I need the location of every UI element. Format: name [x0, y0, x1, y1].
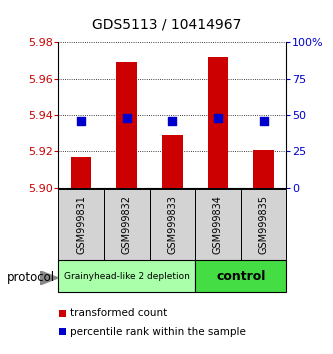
Bar: [59, 328, 66, 335]
Bar: [208, 57, 228, 188]
Polygon shape: [40, 271, 58, 285]
Bar: [59, 309, 66, 316]
Bar: [58, 189, 104, 260]
Bar: [58, 260, 195, 292]
Text: GSM999834: GSM999834: [213, 195, 223, 254]
Bar: [195, 189, 241, 260]
Point: [261, 118, 266, 124]
Bar: [162, 135, 182, 188]
Text: transformed count: transformed count: [70, 308, 167, 318]
Bar: [150, 189, 195, 260]
Bar: [117, 62, 137, 188]
Text: GSM999835: GSM999835: [258, 195, 269, 254]
Text: percentile rank within the sample: percentile rank within the sample: [70, 327, 246, 337]
Bar: [195, 260, 286, 292]
Text: GSM999831: GSM999831: [76, 195, 86, 254]
Bar: [241, 189, 286, 260]
Point: [124, 115, 129, 121]
Point: [170, 118, 175, 124]
Text: GSM999832: GSM999832: [122, 195, 132, 254]
Text: GSM999833: GSM999833: [167, 195, 177, 254]
Text: GDS5113 / 10414967: GDS5113 / 10414967: [92, 18, 241, 32]
Point: [215, 115, 221, 121]
Text: control: control: [216, 270, 265, 282]
Bar: [104, 189, 150, 260]
Text: Grainyhead-like 2 depletion: Grainyhead-like 2 depletion: [64, 272, 190, 281]
Bar: [253, 149, 274, 188]
Point: [79, 118, 84, 124]
Text: protocol: protocol: [7, 272, 55, 284]
Bar: [71, 157, 91, 188]
